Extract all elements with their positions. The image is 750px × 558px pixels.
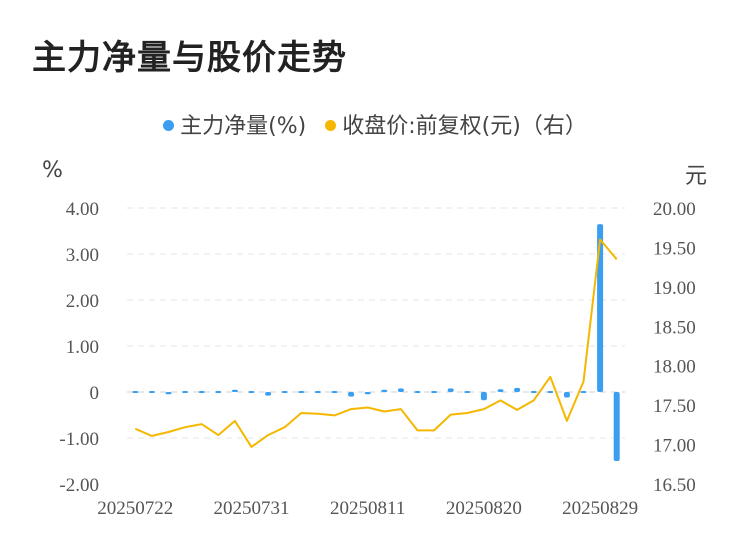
chart-title: 主力净量与股价走势 [32,38,347,78]
bar-net-volume [514,387,521,392]
x-tick-label: 20250820 [446,498,522,519]
x-tick-label: 20250829 [562,498,638,519]
bar-net-volume [397,388,404,392]
bar-net-volume [447,388,454,392]
bar-net-volume [248,391,255,393]
bar-net-volume [480,392,487,401]
bar-net-volume [148,391,155,393]
bar-net-volume [198,391,205,393]
bar-net-volume [547,391,554,393]
bar-net-volume [530,391,537,393]
bar-net-volume [231,389,238,392]
y-left-tick-label: -2.00 [59,475,99,496]
bar-net-volume [215,391,222,393]
bar-net-volume [613,392,620,461]
bar-net-volume [314,391,321,393]
y-left-tick-label: 4.00 [66,199,99,220]
x-tick-label: 20250731 [214,498,290,519]
bar-net-volume [580,391,587,393]
bar-net-volume [497,389,504,392]
right-axis-unit: 元 [685,164,708,189]
bar-net-volume [364,392,371,395]
legend-label-price: 收盘价:前复权(元)（右） [342,114,587,139]
bar-net-volume [298,391,305,393]
bar-net-volume [597,224,604,392]
bar-net-volume [464,391,471,393]
bar-net-volume [265,392,272,396]
y-left-tick-label: 1.00 [66,337,99,358]
y-left-tick-label: 2.00 [66,291,99,312]
y-right-tick-label: 18.00 [653,357,696,378]
bar-net-volume [132,391,139,393]
bar-net-volume [414,391,421,393]
y-right-tick-label: 16.50 [653,475,696,496]
legend-label-net: 主力净量(%) [180,114,307,139]
y-right-tick-label: 17.00 [653,436,696,457]
x-tick-label: 20250722 [97,498,173,519]
y-left-tick-label: 0 [90,383,100,404]
legend: 主力净量(%) 收盘价:前复权(元)（右） [0,108,750,140]
bar-net-volume [381,389,388,392]
bar-net-volume [165,392,172,395]
bar-net-volume [348,392,355,397]
y-left-tick-label: 3.00 [66,245,99,266]
bar-net-volume [331,391,338,393]
y-right-tick-label: 18.50 [653,317,696,338]
bar-net-volume [281,391,288,393]
legend-dot-price [325,119,337,131]
y-right-tick-label: 19.50 [653,238,696,259]
line-close-price [134,238,618,448]
left-axis-unit: % [42,158,63,183]
bar-net-volume [431,391,438,393]
legend-item-net[interactable]: 主力净量(%) [163,108,306,140]
x-tick-label: 20250811 [330,498,405,519]
y-right-tick-label: 17.50 [653,396,696,417]
y-left-tick-label: -1.00 [59,429,99,450]
legend-item-price[interactable]: 收盘价:前复权(元)（右） [325,108,587,140]
y-right-tick-label: 19.00 [653,278,696,299]
y-right-tick-label: 20.00 [653,199,696,220]
legend-dot-net [163,119,175,131]
bar-net-volume [182,391,189,393]
bar-net-volume [563,392,570,398]
